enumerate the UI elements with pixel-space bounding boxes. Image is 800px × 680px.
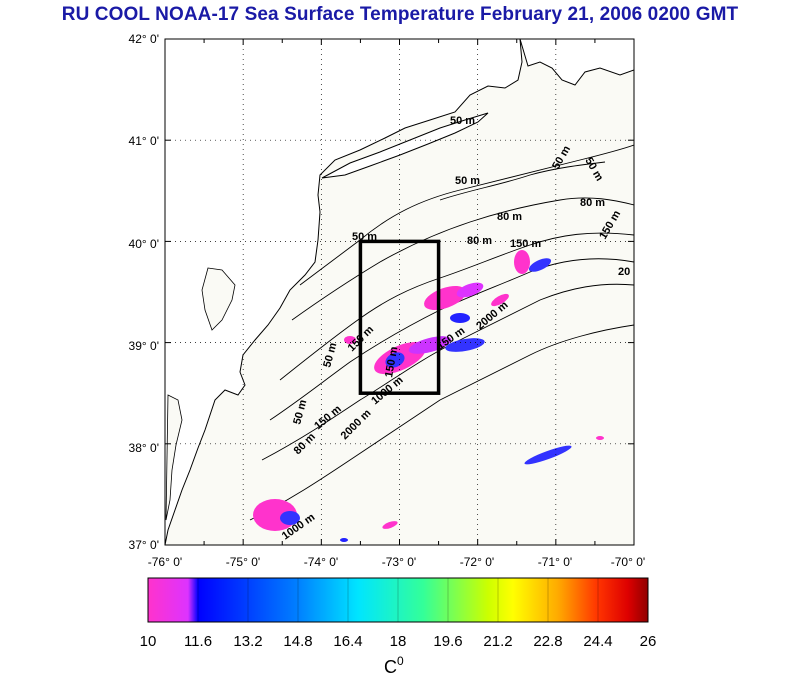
colorbar-tick-label: 24.4 xyxy=(583,633,612,650)
lon-tick-label: -74° 0' xyxy=(304,555,338,569)
lon-tick-label: -70° 0' xyxy=(611,555,645,569)
colorbar-tick-label: 13.2 xyxy=(233,633,262,650)
colorbar-tick-labels: 10 11.6 13.2 14.8 16.4 18 19.6 21.2 22.8 24.4 26 xyxy=(140,633,657,650)
study-area-box xyxy=(358,239,441,395)
contour-label: 20 xyxy=(618,266,630,278)
contour-label: 80 m xyxy=(467,235,492,247)
contour-label: 80 m xyxy=(580,197,605,209)
contour-label: 50 m xyxy=(455,175,480,187)
graticule xyxy=(165,39,634,545)
lat-tick-label: 40° 0' xyxy=(129,237,159,251)
lon-tick-label: -76° 0' xyxy=(148,555,182,569)
colorbar-tick-label: 19.6 xyxy=(433,633,462,650)
lon-tick-label: -71° 0' xyxy=(538,555,572,569)
colorbar-tick-label: 14.8 xyxy=(283,633,312,650)
colorbar-tick-label: 16.4 xyxy=(333,633,362,650)
colorbar-tick-label: 26 xyxy=(640,633,657,650)
lat-tick-labels: 42° 0' 41° 0' 40° 0' 39° 0' 38° 0' 37° 0… xyxy=(129,32,159,552)
colorbar: 10 11.6 13.2 14.8 16.4 18 19.6 21.2 22.8 24.4 26 C… xyxy=(140,577,657,677)
contour-label: 80 m xyxy=(497,211,522,223)
colorbar-tick-label: 18 xyxy=(390,633,407,650)
map-title: RU COOL NOAA-17 Sea Surface Temperature … xyxy=(61,4,739,25)
colorbar-tick-label: 11.6 xyxy=(184,633,212,650)
map-plot-area: 50 m 50 m 50 m 50 m 50 m 80 m 80 m 80 m … xyxy=(164,38,635,546)
lon-tick-label: -72° 0' xyxy=(460,555,494,569)
contour-label: 50 m xyxy=(450,115,475,127)
colorbar-unit-superscript: 0 xyxy=(397,654,404,668)
colorbar-tick-label: 21.2 xyxy=(483,633,512,650)
colorbar-tick-label: 22.8 xyxy=(533,633,562,650)
colorbar-gradient xyxy=(147,577,649,623)
lon-tick-labels: -76° 0' -75° 0' -74° 0' -73° 0' -72° 0' … xyxy=(148,555,645,569)
colorbar-tick-marks xyxy=(147,578,649,622)
cape-cod xyxy=(519,39,634,86)
delaware-bay xyxy=(201,267,236,331)
lat-tick-label: 41° 0' xyxy=(129,134,159,148)
axis-tick-marks xyxy=(164,38,635,546)
colorbar-unit-base: C xyxy=(384,657,397,677)
colorbar-tick-label: 10 xyxy=(140,633,157,650)
lon-tick-label: -75° 0' xyxy=(226,555,260,569)
land-mass-north xyxy=(165,39,523,545)
long-island xyxy=(321,112,489,179)
lon-tick-label: -73° 0' xyxy=(382,555,416,569)
lat-tick-label: 37° 0' xyxy=(129,538,159,552)
lat-tick-label: 42° 0' xyxy=(129,32,159,46)
contour-label: 150 m xyxy=(383,346,400,379)
sst-patches xyxy=(253,250,604,542)
chesapeake-bay xyxy=(165,394,183,521)
lat-tick-label: 39° 0' xyxy=(129,339,159,353)
contour-label: 150 m xyxy=(510,238,541,250)
colorbar-unit-label: C0 xyxy=(384,654,404,677)
lat-tick-label: 38° 0' xyxy=(129,441,159,455)
